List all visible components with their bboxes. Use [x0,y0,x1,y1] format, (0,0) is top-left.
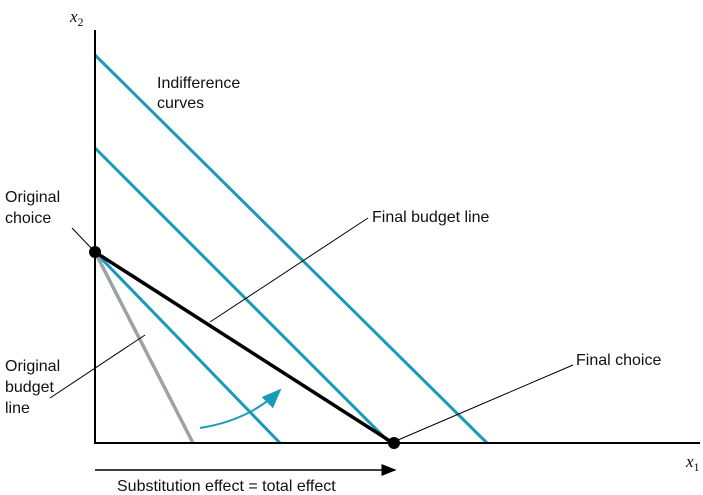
leaders [49,217,574,441]
label: choice [5,210,51,227]
indifference-curve [93,53,489,445]
indifference-curves [93,53,489,445]
final-choice-dot [388,437,400,449]
label: Final budget line [372,209,490,226]
label: curves [157,95,204,112]
indifference-curve [93,250,282,445]
label: Final choice [576,352,661,369]
label: Indifference [157,75,240,92]
leader [71,227,94,251]
axis-subscript: 1 [694,460,700,474]
axis-letter: x [69,7,78,26]
y-axis-label: x2 [69,7,84,29]
leader [49,334,146,399]
label: Original [5,358,60,375]
label: budget [5,379,54,396]
final-budget-line [94,250,394,445]
label: line [5,400,30,417]
label: Original [5,189,60,206]
label: Substitution effect = total effect [117,478,336,495]
indifference-curve [93,146,392,445]
leader [397,364,574,441]
axis-subscript: 2 [78,15,84,29]
original-budget-line [93,251,195,444]
axis-letter: x [685,452,694,471]
leader [209,217,369,323]
shift-arrow [199,388,282,429]
x-axis-label: x1 [685,452,700,474]
